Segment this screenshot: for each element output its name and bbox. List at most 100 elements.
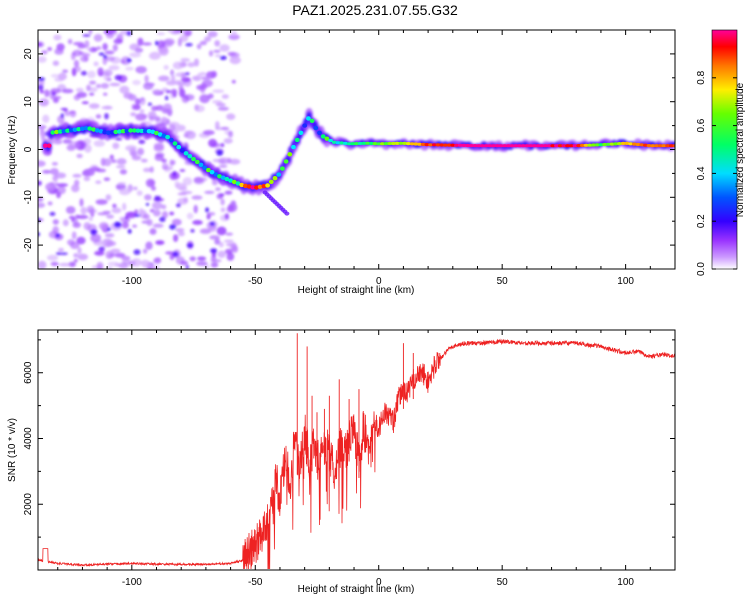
noise-blob — [88, 216, 94, 221]
noise-blob — [155, 240, 165, 246]
noise-blob — [217, 250, 226, 258]
ridge-core — [639, 143, 645, 147]
noise-blob — [85, 47, 92, 51]
y-tick-label: 4000 — [23, 427, 34, 450]
y-tick-label: 10 — [23, 96, 34, 108]
noise-blob — [154, 257, 162, 263]
noise-blob — [71, 184, 80, 193]
noise-blob — [177, 197, 189, 205]
noise-blob — [121, 255, 131, 261]
noise-blob — [224, 190, 233, 195]
ridge-core — [339, 141, 345, 145]
noise-blob — [217, 157, 230, 165]
ridge-core — [646, 144, 652, 148]
snr-plot-area — [38, 333, 675, 570]
noise-blob — [167, 30, 175, 33]
noise-blob — [115, 165, 126, 169]
ridge-core — [135, 128, 141, 133]
ridge-core — [391, 141, 396, 146]
y-tick-label: 2000 — [23, 493, 34, 516]
ridge-core — [372, 142, 378, 146]
ridge-core — [502, 144, 507, 148]
noise-blob — [52, 60, 60, 66]
noise-blob — [193, 58, 200, 67]
noise-blob — [124, 216, 129, 220]
noise-blob — [229, 56, 241, 65]
noise-blob — [204, 190, 215, 194]
noise-blob — [180, 58, 191, 62]
ridge-core — [287, 152, 293, 157]
ridge-core — [217, 174, 222, 179]
noise-blob — [51, 162, 59, 166]
noise-blob — [163, 38, 175, 46]
ridge-core — [398, 141, 404, 145]
ridge-core — [243, 183, 248, 188]
x-tick-label: 50 — [497, 577, 509, 588]
ridge-core — [409, 142, 415, 146]
ridge-core — [476, 144, 482, 148]
noise-blob — [151, 89, 162, 94]
noise-blob — [122, 202, 127, 211]
noise-blob — [100, 82, 109, 89]
noise-blob — [176, 203, 181, 208]
ridge-core — [50, 130, 56, 135]
ridge-core — [250, 185, 256, 190]
noise-blob — [105, 30, 117, 34]
noise-blob — [110, 248, 121, 254]
ridge-core — [491, 144, 496, 148]
noise-blob — [177, 231, 185, 237]
noise-blob — [182, 177, 193, 186]
ridge-core — [576, 144, 582, 148]
ridge-core — [539, 144, 545, 148]
noise-blob — [137, 147, 145, 156]
noise-blob — [185, 31, 192, 37]
noise-blob — [119, 188, 131, 196]
noise-blob — [93, 61, 99, 67]
noise-blob — [52, 226, 59, 235]
ridge-core — [598, 143, 604, 147]
noise-blob — [150, 265, 161, 269]
ridge-core — [417, 142, 422, 146]
noise-blob — [151, 201, 163, 210]
noise-blob — [138, 139, 146, 144]
noise-blob — [175, 228, 185, 232]
noise-blob — [140, 97, 145, 102]
noise-blob — [50, 168, 59, 175]
colorbar-ticks: 0.0 0.2 0.4 0.6 0.8 — [696, 70, 737, 276]
spectrogram-noise — [38, 30, 241, 269]
noise-blob — [134, 98, 141, 105]
noise-blob — [95, 114, 102, 119]
ridge-core — [102, 130, 108, 135]
ridge-core — [317, 130, 322, 135]
noise-blob — [112, 142, 120, 150]
noise-blob — [220, 207, 226, 213]
ridge-core — [143, 128, 148, 134]
noise-blob — [147, 111, 157, 120]
noise-blob — [206, 213, 211, 220]
noise-blob — [62, 219, 69, 227]
noise-blob — [172, 170, 177, 177]
noise-blob — [163, 65, 169, 70]
noise-blob — [90, 233, 102, 243]
ridge-core — [320, 134, 326, 139]
noise-blob — [89, 92, 95, 96]
ridge-core — [650, 144, 656, 148]
noise-blob — [214, 238, 221, 245]
ridge-core — [620, 141, 626, 145]
noise-blob — [151, 186, 156, 191]
noise-blob — [67, 38, 73, 45]
ridge-core — [443, 143, 448, 147]
ridge-core — [631, 142, 637, 146]
noise-blob — [179, 88, 186, 98]
noise-blob — [143, 167, 151, 173]
noise-blob — [161, 204, 167, 210]
noise-blob — [147, 102, 152, 106]
noise-blob — [103, 177, 111, 181]
snr-y-label: SNR (10 * v/v) — [7, 418, 18, 482]
noise-blob — [104, 113, 109, 120]
ridge-core — [461, 143, 467, 147]
ridge-core — [357, 141, 363, 146]
noise-blob — [116, 33, 124, 43]
snr-x-label: Height of straight line (km) — [298, 584, 415, 595]
noise-blob — [102, 57, 108, 65]
